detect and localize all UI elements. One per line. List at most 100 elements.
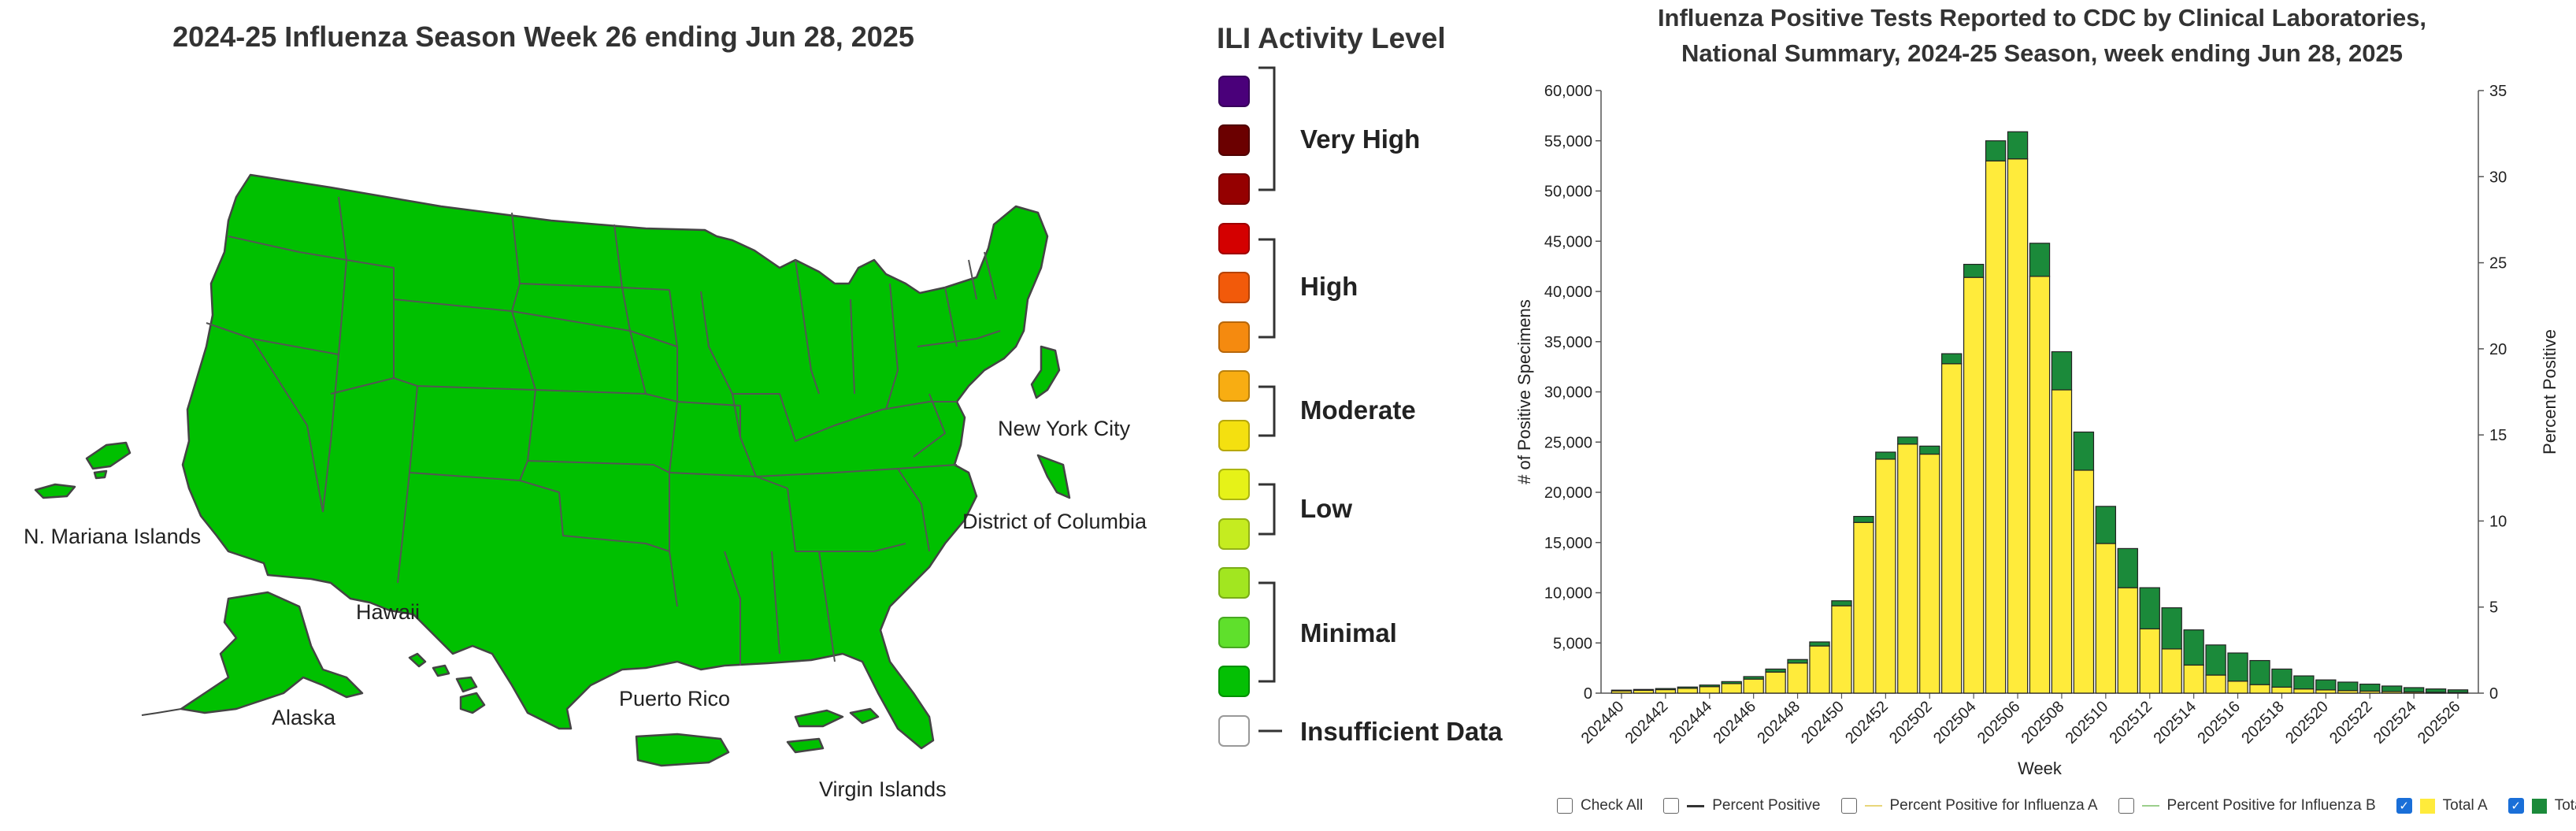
y2-tick-label: 30 [2489,169,2507,186]
pct-b-item[interactable]: Percent Positive for Influenza B [2118,797,2376,814]
bar-total-a-202450[interactable] [1831,605,1852,694]
bar-total-a-202507[interactable] [2029,276,2051,694]
total-a-item[interactable]: ✓ Total A [2396,797,2488,814]
bar-total-a-202447[interactable] [1765,671,1786,694]
pct-positive-item[interactable]: Percent Positive [1663,797,1821,814]
legend-swatch-2 [1218,124,1250,156]
bar-total-b-202520[interactable] [2315,679,2337,691]
total-b-checkbox[interactable]: ✓ [2507,798,2524,814]
bar-total-a-202503[interactable] [1941,363,1963,694]
bar-total-b-202525[interactable] [2425,688,2447,693]
bar-total-a-202512[interactable] [2139,628,2160,694]
bar-total-a-202501[interactable] [1897,443,1918,694]
bar-total-b-202522[interactable] [2359,683,2381,692]
bar-total-a-202513[interactable] [2161,648,2182,694]
bar-total-b-202510[interactable] [2095,506,2117,544]
bar-total-a-202502[interactable] [1919,453,1940,694]
bar-total-b-202517[interactable] [2249,659,2270,685]
territory-new-york-city[interactable] [1030,345,1061,399]
bar-total-b-202502[interactable] [1919,445,1940,455]
bar-total-b-202451[interactable] [1853,515,1874,523]
bar-total-b-202521[interactable] [2337,681,2359,692]
bar-total-a-202509[interactable] [2073,469,2095,694]
bar-total-a-202443[interactable] [1677,688,1698,694]
pct-b-checkbox[interactable] [2118,798,2134,814]
bar-total-b-202524[interactable] [2403,687,2425,693]
x-tick-label: 202506 [1974,698,2024,748]
state-hawaii[interactable] [408,652,486,714]
bar-total-b-202516[interactable] [2227,652,2248,682]
bar-total-a-202516[interactable] [2227,681,2248,694]
bar-total-b-202445[interactable] [1721,681,1742,684]
bar-total-a-202442[interactable] [1655,688,1677,694]
total-b-label: Total B [2554,797,2576,814]
territory-virgin-islands[interactable] [786,707,880,754]
bar-total-a-202506[interactable] [2007,158,2029,694]
pct-positive-checkbox[interactable] [1663,798,1680,814]
bar-total-b-202452[interactable] [1875,451,1896,460]
bar-total-a-202517[interactable] [2249,684,2270,694]
total-b-item[interactable]: ✓ Total B [2507,797,2576,814]
bar-total-a-202519[interactable] [2293,688,2315,694]
bar-total-b-202441[interactable] [1633,688,1655,692]
territory-mariana[interactable] [34,441,132,499]
territory-puerto-rico[interactable] [635,733,730,767]
bar-total-b-202526[interactable] [2447,689,2469,693]
bar-total-b-202501[interactable] [1897,436,1918,445]
check-all-item[interactable]: Check All [1557,797,1643,814]
bar-total-b-202448[interactable] [1787,658,1808,664]
bar-total-b-202518[interactable] [2271,668,2292,688]
bar-total-b-202509[interactable] [2073,431,2095,471]
bar-total-b-202449[interactable] [1809,641,1830,647]
bar-total-b-202504[interactable] [1963,263,1985,278]
bar-total-a-202518[interactable] [2271,686,2292,694]
bar-total-b-202515[interactable] [2205,644,2226,676]
bar-total-a-202511[interactable] [2117,587,2138,694]
state-contiguous-us[interactable] [181,173,1049,750]
chart-bars [1610,131,2469,694]
map-title: 2024-25 Influenza Season Week 26 ending … [172,20,914,53]
bar-total-a-202451[interactable] [1853,521,1874,694]
bar-total-a-202504[interactable] [1963,276,1985,694]
bar-total-a-202444[interactable] [1699,686,1720,694]
bar-total-a-202514[interactable] [2183,664,2204,694]
legend-brackets [1258,66,1282,733]
bar-total-a-202452[interactable] [1875,458,1896,694]
bar-total-b-202444[interactable] [1699,684,1720,688]
bar-total-b-202450[interactable] [1831,600,1852,607]
bar-total-b-202507[interactable] [2029,243,2051,277]
bar-total-b-202503[interactable] [1941,353,1963,365]
bar-total-a-202508[interactable] [2051,389,2073,694]
check-all-checkbox[interactable] [1557,798,1573,814]
bar-total-a-202446[interactable] [1743,678,1764,694]
bar-total-b-202443[interactable] [1677,686,1698,689]
bar-total-a-202505[interactable] [1985,160,2007,694]
bar-total-b-202511[interactable] [2117,547,2138,588]
bar-total-b-202508[interactable] [2051,351,2073,391]
bar-total-a-202520[interactable] [2315,689,2337,694]
bar-total-a-202449[interactable] [1809,645,1830,694]
bar-total-a-202515[interactable] [2205,674,2226,694]
legend-insufficient-data: Insufficient Data [1300,717,1503,746]
bar-total-b-202519[interactable] [2293,675,2315,690]
bar-total-b-202514[interactable] [2183,629,2204,666]
total-a-checkbox[interactable]: ✓ [2396,798,2412,814]
bar-total-b-202446[interactable] [1743,676,1764,680]
bar-total-b-202506[interactable] [2007,131,2029,160]
bar-total-a-202445[interactable] [1721,683,1742,694]
territory-dc[interactable] [1036,454,1071,499]
bar-total-b-202523[interactable] [2381,685,2403,692]
pct-a-item[interactable]: Percent Positive for Influenza A [1840,797,2098,814]
pct-a-checkbox[interactable] [1840,798,1857,814]
bar-total-b-202440[interactable] [1610,689,1633,692]
bar-total-b-202442[interactable] [1655,688,1677,691]
bar-total-b-202505[interactable] [1985,140,2007,161]
bar-total-b-202512[interactable] [2139,587,2160,630]
bar-total-b-202513[interactable] [2161,607,2182,650]
bar-total-a-202510[interactable] [2095,543,2117,694]
bar-total-b-202447[interactable] [1765,668,1786,673]
state-alaska[interactable] [180,591,364,714]
bar-total-a-202448[interactable] [1787,662,1808,694]
x-tick-label: 202512 [2107,698,2156,748]
map-shapes [34,173,1071,767]
